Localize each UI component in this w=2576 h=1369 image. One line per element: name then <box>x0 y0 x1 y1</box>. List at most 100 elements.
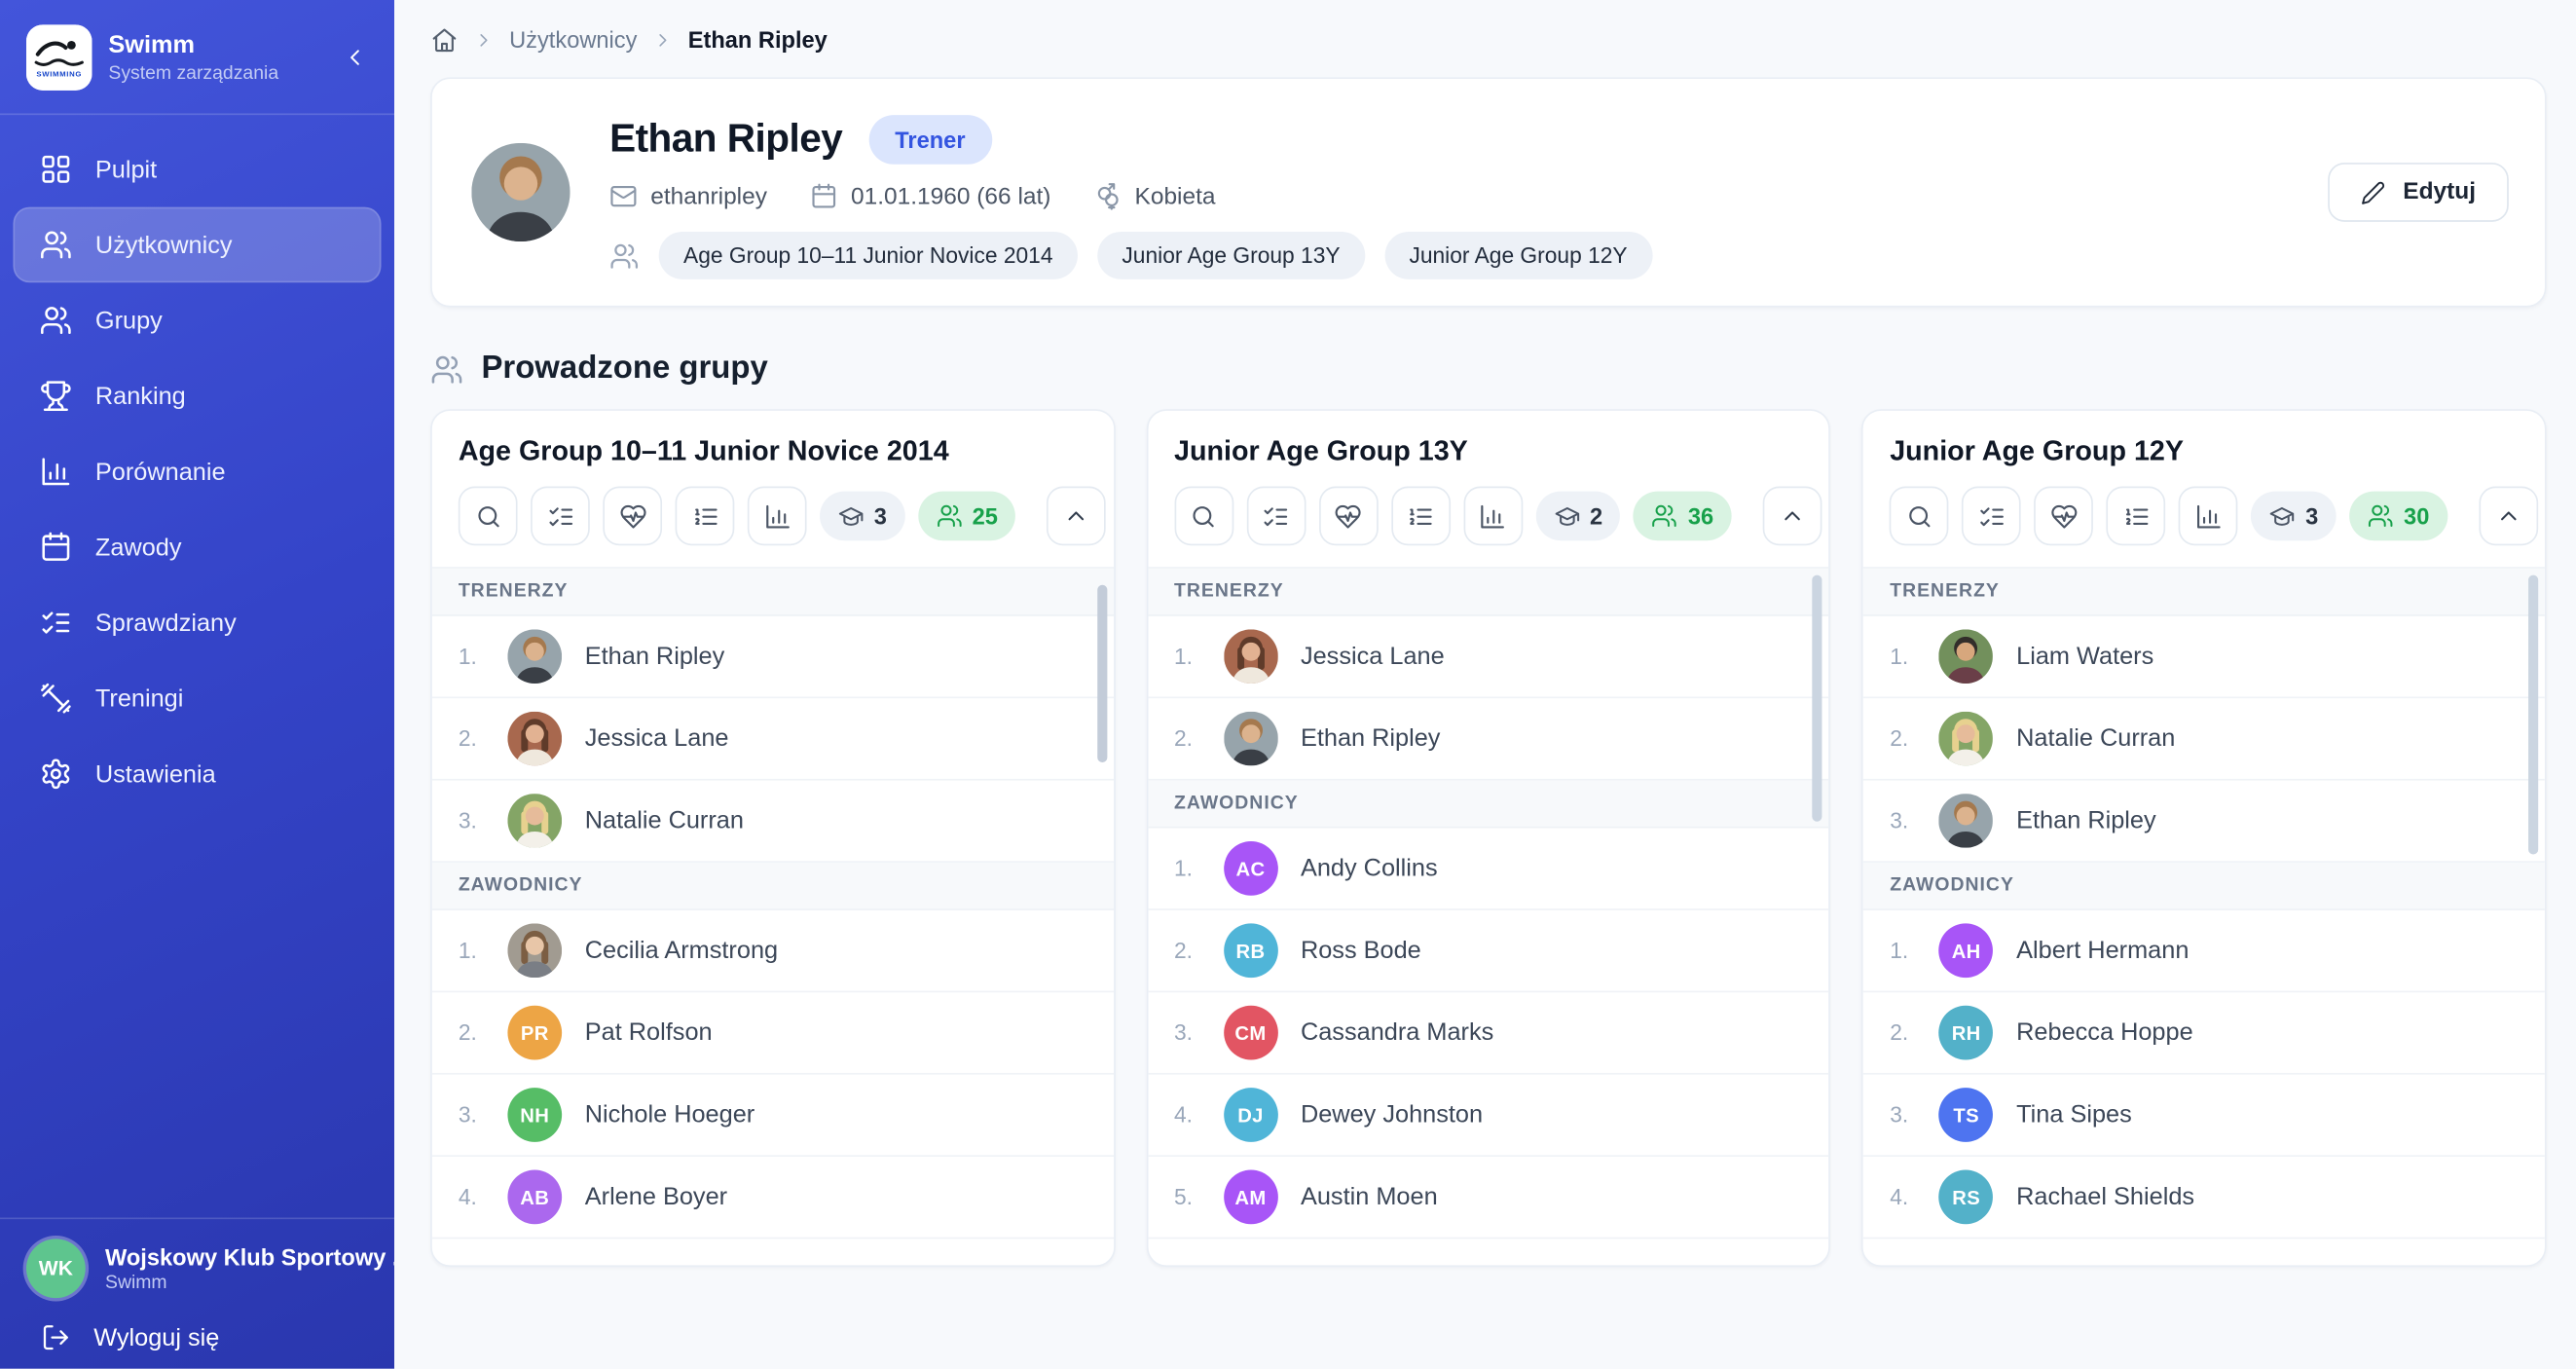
sidebar-item-grupy[interactable]: Grupy <box>14 282 382 358</box>
sidebar-item-pulpit[interactable]: Pulpit <box>14 131 382 207</box>
sidebar-item-użytkownicy[interactable]: Użytkownicy <box>13 206 382 283</box>
list-ordered-button[interactable] <box>2106 486 2166 546</box>
member-row[interactable]: 3. Ethan Ripley <box>1863 781 2545 863</box>
scrollbar-thumb[interactable] <box>1096 584 1107 762</box>
collapse-card-button[interactable] <box>1047 486 1107 546</box>
heart-pulse-button[interactable] <box>2034 486 2094 546</box>
bar-chart-button[interactable] <box>2179 486 2238 546</box>
member-row[interactable]: 2. PR Pat Rolfson <box>431 992 1114 1075</box>
sidebar-item-treningi[interactable]: Treningi <box>14 660 382 736</box>
heart-pulse-button[interactable] <box>603 486 663 546</box>
profile-meta: ethanripley 01.01.1960 (66 lat) Kobieta <box>609 182 1652 210</box>
sidebar-item-ustawienia[interactable]: Ustawienia <box>14 736 382 812</box>
trophy-icon <box>41 381 71 412</box>
list-section-label: TRENERZY <box>1863 568 2545 616</box>
member-avatar-initials: DJ <box>1223 1088 1278 1142</box>
athletes-count-badge: 36 <box>1634 491 1732 541</box>
athletes-count: 25 <box>972 502 998 530</box>
graduation-cap-icon <box>2270 506 2295 526</box>
heart-pulse-icon <box>1335 504 1361 528</box>
list-checks-button[interactable] <box>1962 486 2022 546</box>
member-row[interactable]: 3. NH Nichole Hoeger <box>431 1075 1114 1157</box>
list-ordered-icon <box>1410 507 1432 525</box>
member-row[interactable]: 1. Jessica Lane <box>1148 616 1829 699</box>
member-row[interactable]: 2. Ethan Ripley <box>1148 698 1829 781</box>
member-row[interactable]: 1. Cecilia Armstrong <box>431 910 1114 993</box>
bar-chart-button[interactable] <box>747 486 807 546</box>
member-index: 1. <box>1890 644 1909 669</box>
member-row[interactable]: 3. Natalie Curran <box>431 781 1114 863</box>
edit-button[interactable]: Edytuj <box>2327 163 2509 222</box>
list-checks-button[interactable] <box>1246 486 1306 546</box>
member-row[interactable]: 2. Jessica Lane <box>431 698 1114 781</box>
users-icon <box>1652 504 1677 528</box>
search-button[interactable] <box>1890 486 1949 546</box>
member-name: Andy Collins <box>1300 854 1438 883</box>
logout-icon <box>41 1323 70 1352</box>
search-button[interactable] <box>1174 486 1233 546</box>
member-avatar-photo <box>507 923 563 979</box>
list-ordered-button[interactable] <box>1390 486 1451 546</box>
users-icon <box>2369 504 2393 528</box>
list-ordered-icon <box>2125 507 2149 525</box>
sidebar-item-porównanie[interactable]: Porównanie <box>14 434 382 510</box>
member-row[interactable]: 2. RB Ross Bode <box>1148 910 1829 993</box>
heart-pulse-button[interactable] <box>1318 486 1379 546</box>
mail-icon <box>610 186 637 207</box>
member-row[interactable]: 4. AB Arlene Boyer <box>431 1157 1114 1240</box>
chevron-right-icon <box>652 29 674 51</box>
portrait-photo <box>1938 629 1994 684</box>
member-row[interactable]: 1. AC Andy Collins <box>1148 829 1829 910</box>
scrollbar-thumb[interactable] <box>2528 574 2539 855</box>
scrollbar-thumb[interactable] <box>1812 574 1823 822</box>
collapse-card-button[interactable] <box>1762 486 1822 546</box>
group-card-toolbar: 3 25 <box>458 486 1107 546</box>
collapse-card-button[interactable] <box>2478 486 2538 546</box>
sidebar-header: SWIMMING Swimm System zarządzania <box>0 0 394 113</box>
athletes-count-badge: 25 <box>917 491 1016 541</box>
member-row[interactable]: 5. AM Austin Moen <box>1148 1157 1829 1240</box>
member-list: TRENERZY 1. Liam Waters 2. Natalie Curra… <box>1863 567 2545 1265</box>
svg-text:SWIMMING: SWIMMING <box>36 69 82 78</box>
member-avatar-photo <box>507 629 563 684</box>
profile-group-pill[interactable]: Junior Age Group 12Y <box>1384 231 1652 279</box>
member-row[interactable]: 2. Natalie Curran <box>1863 698 2545 781</box>
member-row[interactable]: 4. RS Rachael Shields <box>1863 1157 2545 1240</box>
member-row[interactable]: 3. TS Tina Sipes <box>1863 1075 2545 1157</box>
member-name: Liam Waters <box>2016 642 2154 671</box>
member-row[interactable]: 4. DJ Dewey Johnston <box>1148 1075 1829 1157</box>
member-name: Dewey Johnston <box>1300 1100 1484 1129</box>
sidebar-item-ranking[interactable]: Ranking <box>14 358 382 434</box>
breadcrumb-users[interactable]: Użytkownicy <box>509 26 638 53</box>
users-icon <box>610 242 639 268</box>
member-row[interactable]: 1. Ethan Ripley <box>431 616 1114 699</box>
brand-subtitle: System zarządzania <box>108 63 279 84</box>
sidebar-item-label: Porównanie <box>94 457 226 486</box>
main-content: Użytkownicy Ethan Ripley Ethan Ripley Tr… <box>394 0 2576 1369</box>
list-ordered-button[interactable] <box>675 486 735 546</box>
sidebar-item-sprawdziany[interactable]: Sprawdziany <box>14 585 382 661</box>
search-button[interactable] <box>458 486 518 546</box>
breadcrumb: Użytkownicy Ethan Ripley <box>430 17 2547 62</box>
sidebar-item-label: Ranking <box>94 382 186 411</box>
profile-group-pill[interactable]: Age Group 10–11 Junior Novice 2014 <box>658 231 1078 279</box>
chevron-right-icon <box>658 33 667 46</box>
chevron-right-icon <box>480 33 488 46</box>
graduation-cap-icon <box>838 506 864 526</box>
member-row[interactable]: 1. Liam Waters <box>1863 616 2545 699</box>
sidebar-collapse-button[interactable] <box>339 41 372 74</box>
club-switcher[interactable]: WK Wojskowy Klub Sportowy ... Swimm <box>26 1239 412 1299</box>
member-row[interactable]: 3. CM Cassandra Marks <box>1148 992 1829 1075</box>
list-section-label: ZAWODNICY <box>431 862 1114 910</box>
member-row[interactable]: 1. AH Albert Hermann <box>1863 910 2545 993</box>
logout-button[interactable]: Wyloguj się <box>26 1323 368 1352</box>
profile-group-pill[interactable]: Junior Age Group 13Y <box>1097 231 1365 279</box>
list-checks-button[interactable] <box>531 486 590 546</box>
breadcrumb-home[interactable] <box>430 25 459 54</box>
member-row[interactable]: 2. RH Rebecca Hoppe <box>1863 992 2545 1075</box>
member-avatar-photo <box>507 794 563 848</box>
bar-chart-button[interactable] <box>1463 486 1523 546</box>
chevron-right-icon <box>473 29 495 51</box>
sidebar-item-zawody[interactable]: Zawody <box>14 509 382 585</box>
portrait-photo <box>1223 711 1278 766</box>
